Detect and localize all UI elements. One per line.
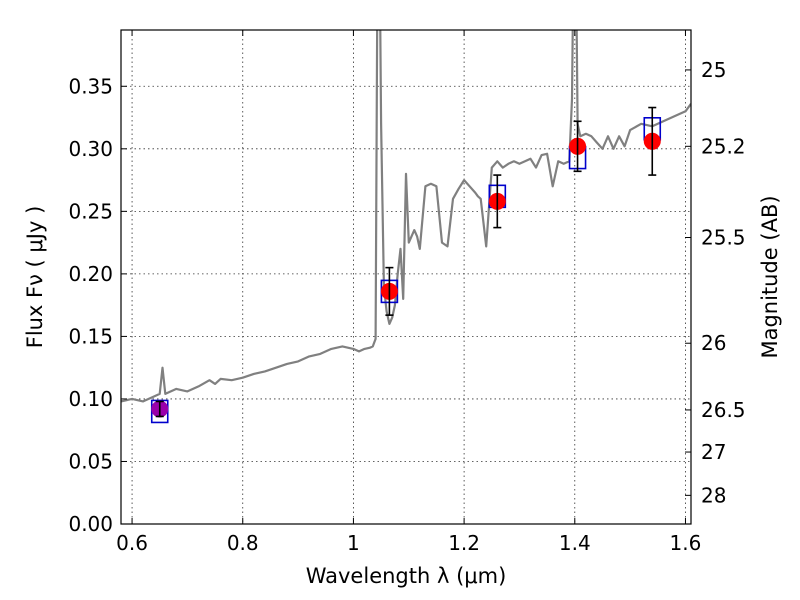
x-tick-label: 1.2 [448,531,480,555]
x-tick-label: 1.6 [670,531,702,555]
magnitude-tick-label: 26 [701,331,726,355]
magnitude-tick-label: 28 [701,483,726,507]
x-axis-label: Wavelength λ (μm) [306,564,507,588]
y-tick-label: 0.35 [68,74,113,98]
magnitude-axis-label: Magnitude (AB) [758,195,782,358]
y-tick-label: 0.10 [68,387,113,411]
y-axis-label: Flux Fν ( μJy ) [23,206,47,349]
y-tick-label: 0.30 [68,137,113,161]
x-tick-label: 0.8 [227,531,259,555]
y-tick-label: 0.20 [68,262,113,286]
plot-frame [120,29,692,525]
magnitude-tick-label: 25.2 [701,134,746,158]
y-tick-label: 0.15 [68,324,113,348]
x-tick-label: 1 [347,531,360,555]
axes: 0.6 0.8 1 1.2 1.4 1.6 0.00 0.05 0.10 0.15 0.20 0.25… [68,30,746,555]
y-tick-label: 0.25 [68,199,113,223]
magnitude-tick-label: 25.5 [701,225,746,249]
plot-area [121,30,691,403]
grid [121,30,691,525]
magnitude-tick-label: 25 [701,58,726,82]
x-tick-label: 0.6 [116,531,148,555]
spectrum-line [121,30,691,403]
x-tick-label: 1.4 [559,531,591,555]
magnitude-tick-label: 27 [701,440,726,464]
y-tick-label: 0.05 [68,449,113,473]
y-tick-label: 0.00 [68,512,113,536]
magnitude-tick-label: 26.5 [701,398,746,422]
markers [150,106,662,424]
